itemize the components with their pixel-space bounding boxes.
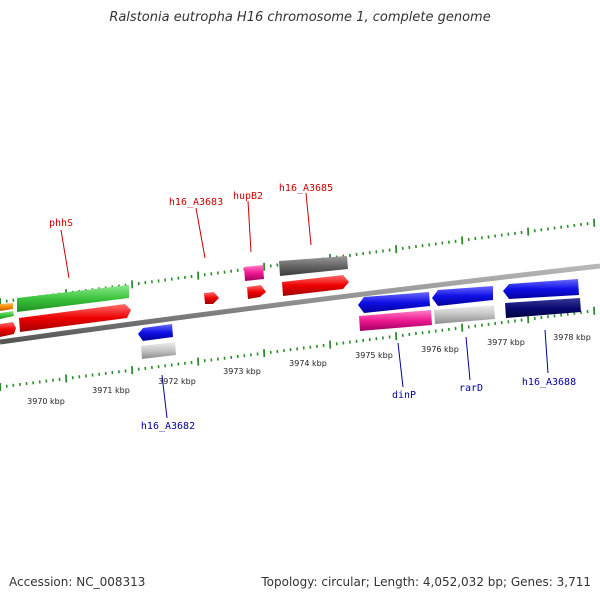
scale-label: 3973 kbp [223,367,261,376]
leader-line-hupB2 [247,200,252,253]
footer-stats: Topology: circular; Length: 4,052,032 bp… [261,575,591,589]
gene-arrow-h16-A3688[interactable] [503,279,579,299]
gene-label-h16-A3688[interactable]: h16_A3688 [522,377,576,388]
gene-arrow-red-1[interactable] [19,304,131,332]
scale-label: 3972 kbp [158,377,196,386]
leader-line-phhS [60,229,70,279]
map-title: Ralstonia eutropha H16 chromosome 1, com… [109,10,491,25]
gene-arrow-h16-A3683[interactable] [204,292,219,304]
leader-line-dinP [397,342,404,388]
gene-arrow-red-3[interactable] [282,275,349,296]
leader-line-h16-A3682 [161,374,168,419]
gene-label-phhS[interactable]: phhS [49,218,73,229]
gene-arrow-red-2[interactable] [247,285,266,299]
gene-arrow-rarD[interactable] [432,286,493,306]
gene-label-hupB2[interactable]: hupB2 [233,191,263,202]
scale-label: 3971 kbp [92,386,130,395]
gene-label-h16-A3683[interactable]: h16_A3683 [169,197,223,208]
leader-line-rarD [465,336,471,381]
scale-label: 3978 kbp [553,333,591,342]
gene-label-h16-A3685[interactable]: h16_A3685 [279,183,333,194]
gene-arrow-h16-A3685[interactable] [279,256,348,276]
scale-label: 3974 kbp [289,359,327,368]
gene-label-dinP[interactable]: dinP [392,390,416,401]
gene-arrow-green-small[interactable] [0,311,14,319]
leader-line-h16-A3683 [195,207,206,259]
gene-arrow-light-2[interactable] [434,305,495,324]
chromosome-backbone [0,263,600,345]
gene-arrow-pink[interactable] [359,310,432,331]
gene-arrow-red-small[interactable] [0,322,16,337]
gene-arrow-orange[interactable] [0,303,13,311]
footer-accession: Accession: NC_008313 [9,575,146,589]
gene-arrow-hupB2[interactable] [244,265,264,281]
gene-arrow-phhS[interactable] [17,285,129,312]
gene-label-h16-A3682[interactable]: h16_A3682 [141,421,195,432]
scale-label: 3975 kbp [355,351,393,360]
scale-label: 3977 kbp [487,338,525,347]
gene-arrow-dinP[interactable] [358,292,430,313]
scale-label: 3976 kbp [421,345,459,354]
gene-arrow-h16-A3682[interactable] [138,324,173,341]
gene-arrow-navy[interactable] [505,298,581,318]
gene-label-rarD[interactable]: rarD [459,383,483,394]
leader-line-h16-A3688 [544,329,549,374]
scale-label: 3970 kbp [27,397,65,406]
leader-line-h16-A3685 [305,192,312,246]
bottom-tick-row [0,306,596,392]
gene-arrow-light-1[interactable] [141,342,176,359]
